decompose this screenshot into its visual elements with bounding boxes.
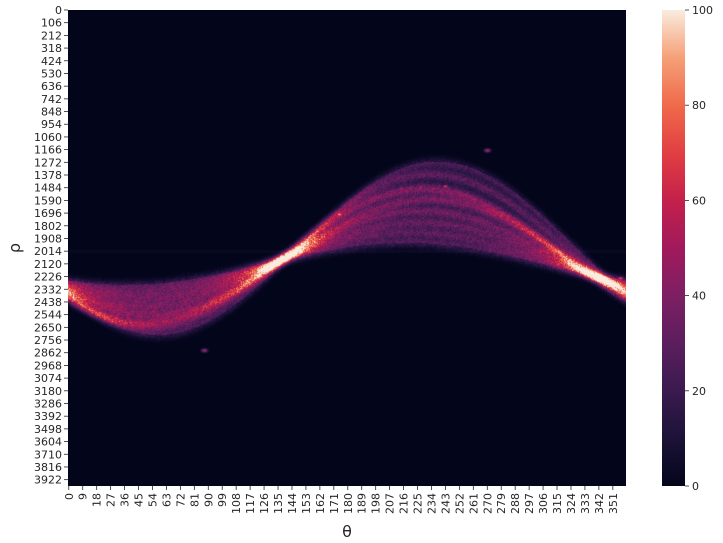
colorbar bbox=[662, 10, 685, 486]
x-axis-ticks: 0 9 18 27 36 45 54 63 72 81 90 99 108 117 126 135 144 153… bbox=[63, 486, 620, 514]
y-tick-label: 3286 bbox=[34, 397, 62, 410]
x-tick-label: 171 bbox=[328, 493, 341, 514]
x-tick-label: 306 bbox=[537, 493, 550, 514]
y-tick-label: 2226 bbox=[34, 271, 62, 284]
x-tick-label: 324 bbox=[565, 493, 578, 514]
x-tick-label: 288 bbox=[509, 493, 522, 514]
x-tick-label: 18 bbox=[91, 493, 104, 507]
x-tick-label: 0 bbox=[63, 493, 76, 500]
y-tick-label: 2968 bbox=[34, 359, 62, 372]
y-tick-label: 3074 bbox=[34, 372, 62, 385]
x-tick-label: 99 bbox=[216, 493, 229, 507]
y-tick-label: 1378 bbox=[34, 169, 62, 182]
x-tick-label: 243 bbox=[439, 493, 452, 514]
y-tick-label: 1166 bbox=[34, 144, 62, 157]
y-tick-label: 318 bbox=[41, 42, 62, 55]
colorbar-tick-label: 100 bbox=[692, 4, 713, 17]
x-tick-label: 144 bbox=[286, 493, 299, 514]
y-tick-label: 3604 bbox=[34, 436, 62, 449]
x-tick-label: 90 bbox=[202, 493, 215, 507]
y-axis-label: ρ bbox=[5, 243, 24, 253]
y-tick-label: 1272 bbox=[34, 156, 62, 169]
y-tick-label: 1908 bbox=[34, 232, 62, 245]
x-tick-label: 63 bbox=[160, 493, 173, 507]
y-tick-label: 0 bbox=[55, 4, 62, 17]
colorbar-tick-label: 80 bbox=[692, 99, 706, 112]
y-tick-label: 3710 bbox=[34, 448, 62, 461]
x-tick-label: 135 bbox=[272, 493, 285, 514]
y-tick-label: 530 bbox=[41, 67, 62, 80]
y-axis-ticks: 0106212318424530636742848954106011661272… bbox=[34, 4, 68, 487]
y-tick-label: 2332 bbox=[34, 283, 62, 296]
x-tick-label: 333 bbox=[579, 493, 592, 514]
y-tick-label: 1060 bbox=[34, 131, 62, 144]
x-tick-label: 234 bbox=[425, 493, 438, 514]
heatmap-canvas bbox=[68, 10, 626, 486]
x-tick-label: 189 bbox=[356, 493, 369, 514]
y-tick-label: 1590 bbox=[34, 194, 62, 207]
x-tick-label: 225 bbox=[412, 493, 425, 514]
y-tick-label: 2120 bbox=[34, 258, 62, 271]
y-tick-label: 2438 bbox=[34, 296, 62, 309]
y-tick-label: 636 bbox=[41, 80, 62, 93]
x-tick-label: 351 bbox=[607, 493, 620, 514]
x-tick-label: 342 bbox=[593, 493, 606, 514]
x-tick-label: 126 bbox=[258, 493, 271, 514]
y-tick-label: 2014 bbox=[34, 245, 62, 258]
x-tick-label: 45 bbox=[133, 493, 146, 507]
y-tick-label: 3498 bbox=[34, 423, 62, 436]
x-axis-label: θ bbox=[342, 522, 352, 541]
x-tick-label: 252 bbox=[453, 493, 466, 514]
y-tick-label: 3922 bbox=[34, 474, 62, 487]
y-tick-label: 2650 bbox=[34, 321, 62, 334]
x-tick-label: 153 bbox=[300, 493, 313, 514]
y-tick-label: 1484 bbox=[34, 182, 62, 195]
x-tick-label: 9 bbox=[77, 493, 90, 500]
colorbar-tick-label: 60 bbox=[692, 194, 706, 207]
y-tick-label: 742 bbox=[41, 93, 62, 106]
y-tick-label: 3816 bbox=[34, 461, 62, 474]
colorbar-ticks: 0 20 40 60 80 100 bbox=[685, 4, 713, 493]
x-tick-label: 270 bbox=[481, 493, 494, 514]
x-tick-label: 72 bbox=[174, 493, 187, 507]
x-tick-label: 27 bbox=[105, 493, 118, 507]
y-tick-label: 1802 bbox=[34, 220, 62, 233]
x-tick-label: 216 bbox=[398, 493, 411, 514]
x-tick-label: 279 bbox=[495, 493, 508, 514]
x-tick-label: 117 bbox=[244, 493, 257, 514]
y-tick-label: 3392 bbox=[34, 410, 62, 423]
x-tick-label: 297 bbox=[523, 493, 536, 514]
x-tick-label: 54 bbox=[146, 493, 159, 507]
y-tick-label: 1696 bbox=[34, 207, 62, 220]
y-tick-label: 2862 bbox=[34, 347, 62, 360]
y-tick-label: 212 bbox=[41, 29, 62, 42]
y-tick-label: 3180 bbox=[34, 385, 62, 398]
y-tick-label: 106 bbox=[41, 17, 62, 30]
x-tick-label: 261 bbox=[467, 493, 480, 514]
y-tick-label: 2544 bbox=[34, 309, 62, 322]
x-tick-label: 162 bbox=[314, 493, 327, 514]
colorbar-tick-label: 40 bbox=[692, 290, 706, 303]
x-tick-label: 180 bbox=[342, 493, 355, 514]
y-tick-label: 848 bbox=[41, 106, 62, 119]
y-tick-label: 424 bbox=[41, 55, 62, 68]
x-tick-label: 315 bbox=[551, 493, 564, 514]
x-tick-label: 198 bbox=[370, 493, 383, 514]
colorbar-tick-label: 0 bbox=[692, 480, 699, 493]
y-tick-label: 954 bbox=[41, 118, 62, 131]
x-tick-label: 36 bbox=[119, 493, 132, 507]
y-tick-label: 2756 bbox=[34, 334, 62, 347]
x-tick-label: 207 bbox=[384, 493, 397, 514]
colorbar-tick-label: 20 bbox=[692, 385, 706, 398]
x-tick-label: 108 bbox=[230, 493, 243, 514]
x-tick-label: 81 bbox=[188, 493, 201, 507]
